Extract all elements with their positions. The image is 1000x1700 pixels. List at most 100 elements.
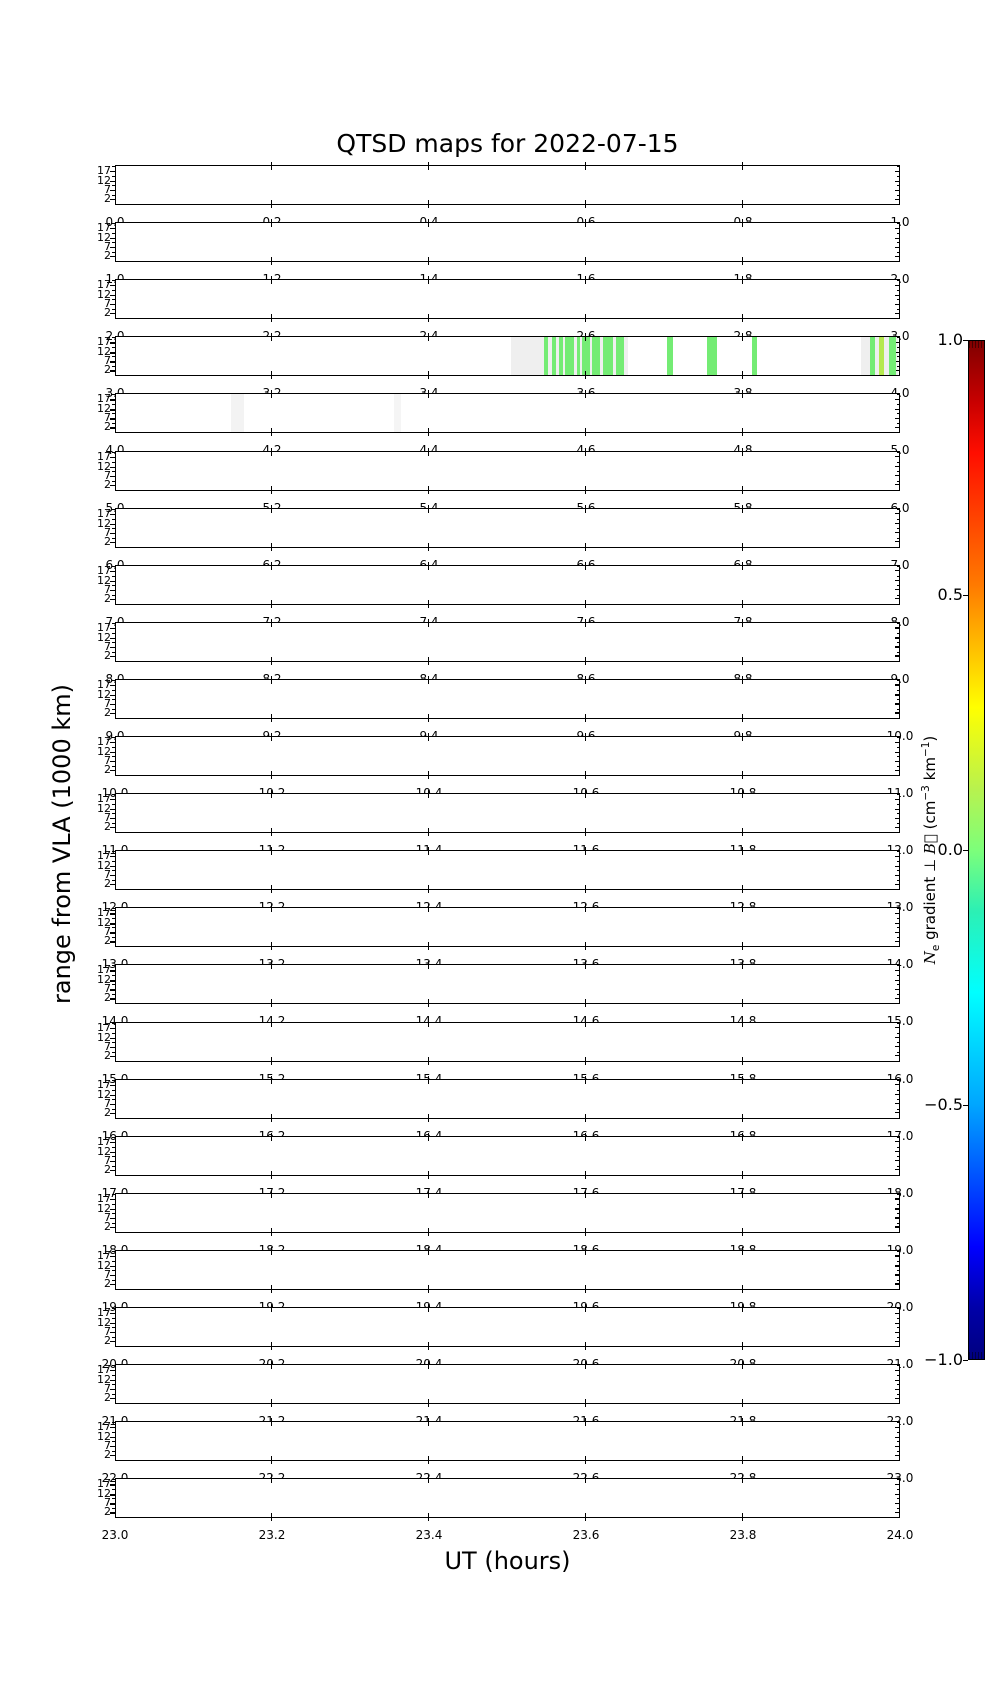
gradient-event-stripe (552, 337, 557, 376)
y-tick-mark (110, 1503, 115, 1505)
x-tick-mark (428, 276, 430, 285)
y-tick-mark (110, 752, 115, 754)
y-minor-tick-mark (896, 299, 899, 301)
x-tick-mark (271, 1170, 273, 1179)
heatmap-panel-ut-10.0-11.0 (115, 733, 900, 779)
y-tick-mark (110, 637, 115, 640)
y-minor-tick-mark (896, 1079, 899, 1081)
x-tick-mark (742, 1342, 744, 1350)
y-minor-tick-mark (112, 337, 115, 339)
y-minor-tick-mark (112, 984, 115, 986)
x-tick-mark (271, 1056, 273, 1065)
y-tick-mark (895, 646, 899, 648)
y-tick-mark (895, 369, 899, 372)
y-minor-tick-mark (112, 299, 115, 301)
y-tick-mark (895, 865, 899, 867)
y-minor-tick-mark (896, 527, 899, 529)
y-minor-tick-mark (112, 880, 115, 882)
y-tick-mark (895, 1369, 899, 1371)
x-tick-mark (585, 1513, 587, 1522)
y-minor-tick-mark (112, 584, 115, 586)
y-tick-mark (895, 1502, 899, 1505)
x-tick-mark (271, 1361, 273, 1370)
x-tick-mark (585, 618, 587, 627)
x-tick-mark (585, 1342, 587, 1350)
y-minor-tick-mark (112, 176, 115, 177)
x-tick-mark (742, 542, 744, 551)
y-minor-tick-mark (896, 965, 899, 967)
heatmap-panel-ut-20.0-21.0 (115, 1304, 900, 1350)
y-minor-tick-mark (112, 1337, 115, 1338)
y-tick-label: 12 (97, 745, 111, 758)
y-tick-mark (895, 1283, 899, 1285)
y-tick-label: 7 (104, 354, 111, 368)
y-minor-tick-mark (112, 1479, 115, 1481)
y-minor-tick-mark (896, 1489, 899, 1491)
y-tick-mark (895, 1141, 899, 1143)
y-tick-label: 2 (104, 991, 111, 1005)
x-tick-mark (742, 1456, 744, 1465)
y-tick-mark (110, 1455, 115, 1457)
y-tick-label: 17 (97, 792, 111, 806)
y-tick-mark (110, 1112, 115, 1114)
gradient-event-stripe (707, 337, 717, 376)
x-tick-mark (742, 599, 744, 608)
y-minor-tick-mark (896, 584, 899, 586)
y-tick-label: 7 (104, 696, 111, 710)
y-tick-mark (895, 940, 899, 943)
y-tick-mark (110, 1494, 115, 1496)
x-tick-mark (428, 200, 430, 208)
y-minor-tick-mark (896, 641, 899, 643)
y-tick-label: 2 (104, 477, 111, 491)
colorbar-tick-label: 1.0 (937, 330, 963, 349)
y-tick-mark (895, 580, 899, 582)
colorbar-tick-mark (963, 1105, 968, 1107)
y-tick-mark (895, 484, 899, 486)
x-tick-mark (585, 333, 587, 342)
y-tick-label: 7 (104, 982, 111, 996)
x-tick-mark (585, 733, 587, 741)
y-tick-mark (895, 1094, 899, 1096)
y-minor-tick-mark (112, 356, 115, 358)
y-tick-mark (110, 998, 115, 1000)
y-minor-tick-mark (112, 794, 115, 796)
y-tick-label: 7 (104, 183, 111, 196)
y-minor-tick-mark (896, 994, 899, 996)
y-tick-label: 12 (97, 1430, 111, 1444)
x-tick-mark (271, 333, 273, 342)
x-tick-mark (271, 885, 273, 894)
y-tick-label: 17 (97, 221, 111, 235)
x-tick-mark (271, 219, 273, 228)
y-tick-mark (895, 198, 899, 200)
y-minor-tick-mark (112, 309, 115, 311)
y-tick-mark (895, 180, 899, 182)
y-minor-tick-mark (112, 851, 115, 853)
y-tick-mark (895, 808, 899, 810)
y-tick-label: 17 (97, 563, 111, 577)
y-tick-mark (110, 418, 115, 420)
y-tick-mark (895, 1511, 899, 1514)
y-tick-mark (110, 427, 115, 429)
x-tick-mark (742, 1113, 744, 1122)
x-tick-mark (585, 314, 587, 323)
y-tick-mark (110, 1446, 115, 1448)
x-tick-mark (271, 790, 273, 799)
x-tick-mark (271, 1132, 273, 1141)
y-tick-label: 7 (104, 297, 111, 311)
y-minor-tick-mark (112, 1508, 115, 1510)
heatmap-panel-ut-15.0-16.0 (115, 1018, 900, 1065)
y-tick-mark (110, 541, 115, 543)
y-tick-mark (110, 1151, 115, 1153)
x-tick-mark (271, 504, 273, 513)
x-tick-mark (271, 485, 273, 494)
y-minor-tick-mark (896, 756, 899, 757)
y-tick-mark (110, 770, 115, 772)
y-tick-mark (895, 694, 899, 696)
y-tick-label: 17 (97, 1020, 111, 1034)
y-tick-mark (110, 409, 115, 411)
y-minor-tick-mark (112, 994, 115, 996)
y-minor-tick-mark (896, 937, 899, 939)
y-tick-mark (895, 294, 899, 296)
x-tick-mark (428, 999, 430, 1008)
y-tick-label: 17 (97, 449, 111, 463)
